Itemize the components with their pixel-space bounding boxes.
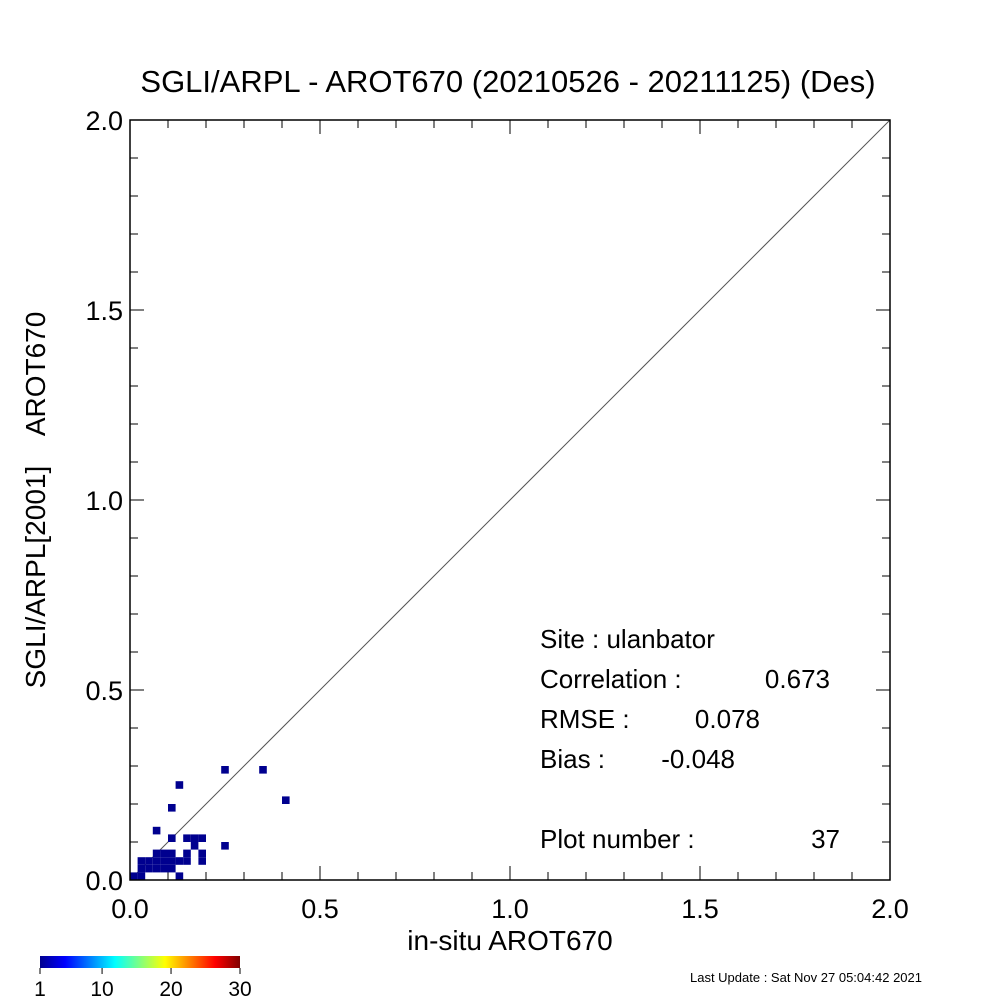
colorbar-gradient <box>40 956 240 968</box>
colorbar-tick-label: 30 <box>228 978 251 1000</box>
correlation-label: Correlation : <box>540 664 682 694</box>
rmse-value: 0.078 <box>695 704 760 734</box>
data-bin <box>198 834 206 842</box>
colorbar-ticks: 1 10 20 30 <box>34 968 252 1000</box>
y-tick-label: 0.0 <box>85 866 123 896</box>
data-bin <box>152 849 161 858</box>
y-tick-label: 1.0 <box>85 486 123 516</box>
site-label: Site : ulanbator <box>540 624 715 654</box>
y-axis-label: SGLI/ARPL[2001] AROT670 <box>20 312 51 689</box>
bias-value: -0.048 <box>661 744 735 774</box>
y-tick-label: 2.0 <box>85 106 123 136</box>
data-bin <box>175 872 184 880</box>
data-bin <box>259 766 267 774</box>
data-bin <box>130 872 138 880</box>
bias-label: Bias : <box>540 744 605 774</box>
colorbar-tick-label: 20 <box>159 978 182 1000</box>
data-bin <box>145 857 153 865</box>
correlation-value: 0.673 <box>765 664 830 694</box>
data-bin <box>282 796 290 804</box>
one-to-one-line <box>129 119 891 881</box>
data-bin <box>160 864 168 873</box>
data-bin <box>168 849 176 858</box>
x-axis-label: in-situ AROT670 <box>407 925 612 956</box>
data-bin <box>198 857 206 865</box>
plot-frame <box>129 119 891 881</box>
data-bin <box>137 857 146 865</box>
rmse-label: RMSE : <box>540 704 630 734</box>
data-bin <box>160 857 168 865</box>
plot-number-label: Plot number : <box>540 824 695 854</box>
tick-labels: 0.0 0.5 1.0 1.5 2.0 0.0 0.5 1.0 1.5 2.0 <box>85 106 908 924</box>
data-bin <box>221 842 229 850</box>
data-bin <box>183 849 191 858</box>
stats-annotation: Site : ulanbator Correlation : 0.673 RMS… <box>540 624 840 854</box>
data-bin <box>183 857 191 865</box>
data-bin <box>168 834 176 842</box>
data-bin <box>168 864 176 873</box>
colorbar: 1 10 20 30 <box>34 956 252 1000</box>
y-tick-label: 1.5 <box>85 296 123 326</box>
data-bin <box>168 857 176 865</box>
y-tick-label: 0.5 <box>85 676 123 706</box>
colorbar-tick-label: 1 <box>34 978 46 1000</box>
colorbar-tick-label: 10 <box>90 978 113 1000</box>
x-tick-label: 0.0 <box>111 894 149 924</box>
data-bin <box>160 849 168 858</box>
x-tick-label: 1.0 <box>491 894 529 924</box>
plot-number-value: 37 <box>811 824 840 854</box>
last-update-text: Last Update : Sat Nov 27 05:04:42 2021 <box>690 970 922 985</box>
data-bin <box>190 834 199 842</box>
data-bin <box>152 826 161 835</box>
data-bin <box>190 842 199 850</box>
data-bin <box>198 849 206 858</box>
data-bin <box>221 766 229 774</box>
data-points <box>130 766 290 880</box>
x-tick-label: 1.5 <box>681 894 719 924</box>
data-bin <box>175 857 184 865</box>
data-bin <box>137 872 146 880</box>
data-bin <box>145 864 153 873</box>
data-bin <box>175 781 184 789</box>
x-tick-label: 0.5 <box>301 894 339 924</box>
data-bin <box>183 834 191 842</box>
data-bin <box>137 864 146 873</box>
chart-title: SGLI/ARPL - AROT670 (20210526 - 20211125… <box>140 64 875 99</box>
x-tick-label: 2.0 <box>871 894 909 924</box>
data-bin <box>152 857 161 865</box>
data-bin <box>152 864 161 873</box>
data-bin <box>168 804 176 812</box>
